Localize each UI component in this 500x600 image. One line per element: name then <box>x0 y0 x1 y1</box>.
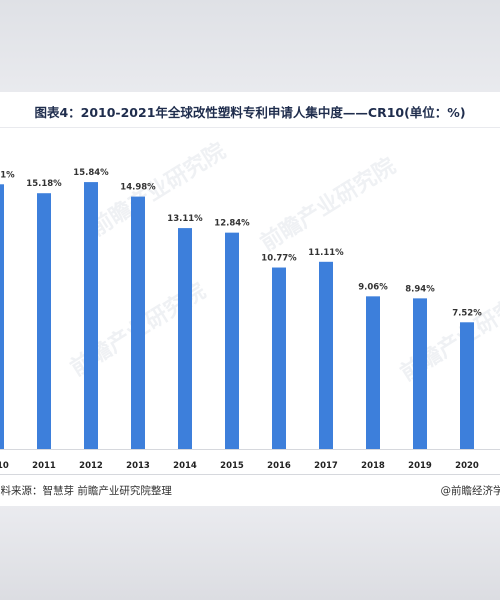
value-label-2014: 13.11% <box>167 214 203 224</box>
bars-layer <box>0 182 500 450</box>
bar-2014 <box>178 228 192 449</box>
footer-divider <box>0 474 500 475</box>
chart-card: 图表4：2010-2021年全球改性塑料专利申请人集中度——CR10(单位：%)… <box>0 92 500 506</box>
x-tick-label-2015: 2015 <box>220 461 244 471</box>
value-labels-layer: 15.71% 15.18% 15.84% 14.98% 13.11% 12.84% 10.7… <box>0 168 482 318</box>
bar-2020 <box>460 322 474 449</box>
x-tick-label-2014: 2014 <box>173 461 197 471</box>
bar-2013 <box>131 196 145 449</box>
brand-credit: @前瞻经济学人 <box>440 485 500 497</box>
value-label-2012: 15.84% <box>73 168 109 178</box>
value-label-2020: 7.52% <box>452 308 482 318</box>
x-tick-label-2013: 2013 <box>126 461 150 471</box>
background-bottom <box>0 506 500 600</box>
value-label-2017: 11.11% <box>308 248 344 258</box>
value-label-2013: 14.98% <box>120 183 156 193</box>
value-label-2011: 15.18% <box>26 179 62 189</box>
x-tick-label-2019: 2019 <box>408 461 432 471</box>
bar-2016 <box>272 267 286 449</box>
value-label-2019: 8.94% <box>405 284 435 294</box>
value-label-2010: 15.71% <box>0 170 15 180</box>
x-tick-label-2016: 2016 <box>267 461 291 471</box>
bar-2015 <box>225 232 239 449</box>
background-top <box>0 0 500 92</box>
value-label-2015: 12.84% <box>214 219 250 229</box>
bar-chart: 15.71% 15.18% 15.84% 14.98% 13.11% 12.84% 10.7… <box>0 168 500 471</box>
x-tick-label-2017: 2017 <box>314 461 338 471</box>
source-note: 资料来源：智慧芽 前瞻产业研究院整理 <box>0 485 172 497</box>
bar-2017 <box>319 261 333 449</box>
value-label-2018: 9.06% <box>358 282 388 292</box>
bar-2010 <box>0 184 4 449</box>
chart-title: 图表4：2010-2021年全球改性塑料专利申请人集中度——CR10(单位：%) <box>34 105 466 120</box>
x-tick-label-2018: 2018 <box>361 461 385 471</box>
title-divider <box>0 127 500 128</box>
x-tick-label-2011: 2011 <box>32 461 56 471</box>
bar-2012 <box>84 182 98 449</box>
x-tick-labels-layer: 2010 2011 2012 2013 2014 2015 2016 2017 2018 2019… <box>0 461 479 471</box>
x-tick-label-2012: 2012 <box>79 461 103 471</box>
x-tick-label-2020: 2020 <box>455 461 479 471</box>
value-label-2016: 10.77% <box>261 254 297 264</box>
bar-2018 <box>366 296 380 449</box>
x-tick-label-2010: 2010 <box>0 461 9 471</box>
bar-2011 <box>37 193 51 449</box>
bar-2019 <box>413 298 427 449</box>
